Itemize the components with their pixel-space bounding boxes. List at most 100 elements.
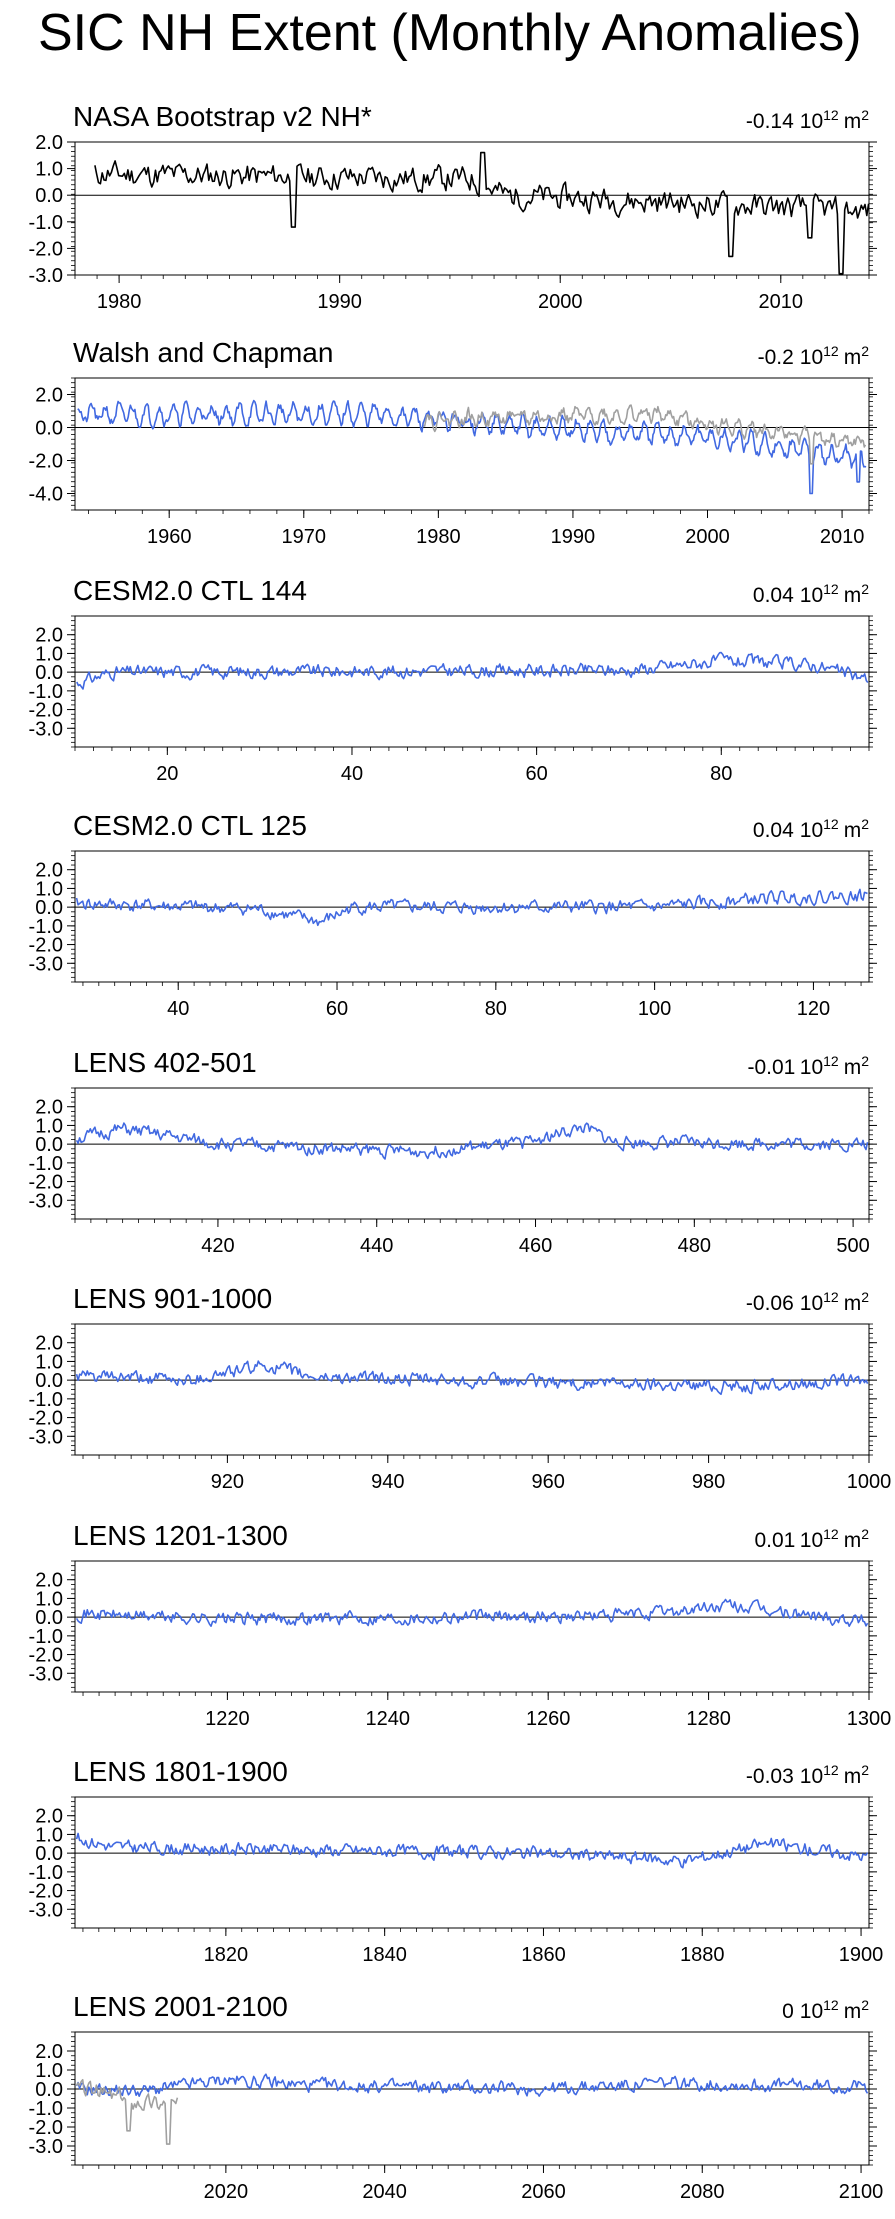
mean-unit-base: 10 — [800, 1765, 823, 1788]
mean-unit-exp: 12 — [823, 581, 839, 597]
panel-title: CESM2.0 CTL 125 — [73, 810, 307, 841]
figure-title: SIC NH Extent (Monthly Anomalies) — [38, 4, 862, 62]
xtick-label: 120 — [797, 998, 830, 1020]
ytick-label: 0.0 — [35, 897, 63, 919]
mean-unit-exp: 12 — [823, 343, 839, 359]
ytick-label: -2.0 — [29, 1645, 63, 1667]
ytick-label: 1.0 — [35, 1824, 63, 1846]
ytick-label: 2.0 — [35, 860, 63, 882]
mean-unit-sup: 2 — [861, 816, 869, 832]
xtick-label: 1980 — [416, 526, 461, 548]
ytick-label: -4.0 — [29, 484, 63, 506]
xtick-label: 2010 — [820, 526, 865, 548]
ytick-label: 0.0 — [35, 418, 63, 440]
panel-2: Walsh and Chapman -0.2 1012 m2 2.0 0.0 -2.0 -4.… — [29, 337, 877, 548]
ytick-label: -1.0 — [29, 2098, 63, 2120]
ytick-label: -2.0 — [29, 1408, 63, 1430]
xtick-label: 80 — [485, 998, 507, 1020]
plot-frame — [74, 615, 870, 748]
ytick-label: 0.0 — [35, 662, 63, 684]
mean-unit-base: 10 — [800, 1292, 823, 1315]
ytick-label: 2.0 — [35, 1570, 63, 1592]
panel-title: NASA Bootstrap v2 NH* — [73, 101, 372, 132]
plot-frame — [74, 2031, 870, 2166]
mean-unit-suffix: m — [844, 2000, 862, 2023]
mean-value: 0 — [782, 2000, 794, 2023]
mean-unit-exp: 12 — [823, 1289, 839, 1305]
ytick-label: -1.0 — [29, 1862, 63, 1884]
xtick-label: 1990 — [317, 291, 362, 313]
series-line-1 — [76, 651, 869, 690]
xtick-label: 2000 — [538, 291, 583, 313]
series-line-1 — [75, 1360, 869, 1396]
xtick-label: 1300 — [847, 1708, 892, 1730]
xtick-label: 1280 — [686, 1708, 731, 1730]
xtick-label: 500 — [836, 1235, 869, 1257]
xtick-label: 1960 — [147, 526, 192, 548]
xtick-label: 2040 — [362, 2181, 407, 2203]
panel-mean-label: -0.06 1012 m2 — [746, 1289, 869, 1315]
panel-title: LENS 402-501 — [73, 1047, 257, 1078]
series-line-1 — [75, 2073, 869, 2097]
mean-unit-sup: 2 — [861, 1053, 869, 1069]
xtick-label: 1220 — [205, 1708, 250, 1730]
mean-value: 0.01 — [754, 1529, 794, 1552]
xtick-label: 920 — [211, 1471, 244, 1493]
series-line-1 — [75, 1598, 869, 1627]
ytick-label: -2.0 — [29, 1881, 63, 1903]
xtick-label: 40 — [341, 763, 363, 785]
mean-unit-exp: 12 — [823, 816, 839, 832]
mean-unit-exp: 12 — [823, 1053, 839, 1069]
mean-unit-suffix: m — [844, 1529, 862, 1552]
panel-4: CESM2.0 CTL 125 0.04 1012 m2 2.01.00.0-1.0-2… — [29, 810, 877, 1020]
plot-frame — [74, 1796, 870, 1929]
xtick-label: 1860 — [521, 1944, 566, 1966]
mean-unit-base: 10 — [800, 819, 823, 842]
xtick-label: 1840 — [362, 1944, 407, 1966]
ytick-label: 0.0 — [35, 2079, 63, 2101]
xtick-label: 960 — [532, 1471, 565, 1493]
series-line-1 — [75, 1122, 869, 1160]
ytick-label: 1.0 — [35, 159, 63, 181]
series-line-2 — [423, 404, 867, 465]
panel-mean-label: -0.14 1012 m2 — [746, 107, 869, 133]
ytick-label: -1.0 — [29, 1626, 63, 1648]
plot-frame — [74, 850, 870, 983]
ytick-label: 2.0 — [35, 1333, 63, 1355]
panel-mean-label: -0.2 1012 m2 — [758, 343, 870, 369]
ytick-label: -3.0 — [29, 1426, 63, 1448]
mean-unit-sup: 2 — [861, 1289, 869, 1305]
mean-unit-base: 10 — [800, 1056, 823, 1079]
ytick-label: -2.0 — [29, 238, 63, 260]
panel-mean-label: 0.01 1012 m2 — [754, 1526, 869, 1552]
panel-5: LENS 402-501 -0.01 1012 m2 2.01.00.0-1.0-2.0… — [29, 1047, 877, 1257]
mean-unit-suffix: m — [844, 819, 862, 842]
mean-unit-sup: 2 — [861, 343, 869, 359]
plot-frame — [74, 141, 870, 276]
ytick-label: -1.0 — [29, 1153, 63, 1175]
ytick-label: -1.0 — [29, 212, 63, 234]
panel-3: CESM2.0 CTL 144 0.04 1012 m2 2.01.00.0-1.0-2… — [29, 575, 877, 785]
ytick-label: 2.0 — [35, 132, 63, 154]
ytick-label: 1.0 — [35, 1351, 63, 1373]
xtick-label: 60 — [526, 763, 548, 785]
ytick-label: -2.0 — [29, 2117, 63, 2139]
plot-frame — [74, 1087, 870, 1220]
series-line-1 — [94, 151, 870, 275]
xtick-label: 40 — [167, 998, 189, 1020]
series-line-1 — [75, 888, 868, 927]
mean-value: 0.04 — [753, 584, 794, 607]
ytick-label: -3.0 — [29, 265, 63, 287]
mean-unit-sup: 2 — [861, 1526, 869, 1542]
xtick-label: 940 — [371, 1471, 404, 1493]
xtick-label: 1240 — [366, 1708, 411, 1730]
xtick-label: 1000 — [847, 1471, 892, 1493]
mean-unit-sup: 2 — [861, 107, 869, 123]
ytick-label: 1.0 — [35, 2060, 63, 2082]
mean-value: -0.01 — [747, 1056, 794, 1079]
plot-frame — [74, 1323, 870, 1456]
series-line-2 — [75, 2078, 179, 2145]
mean-unit-sup: 2 — [861, 581, 869, 597]
xtick-label: 1970 — [282, 526, 327, 548]
